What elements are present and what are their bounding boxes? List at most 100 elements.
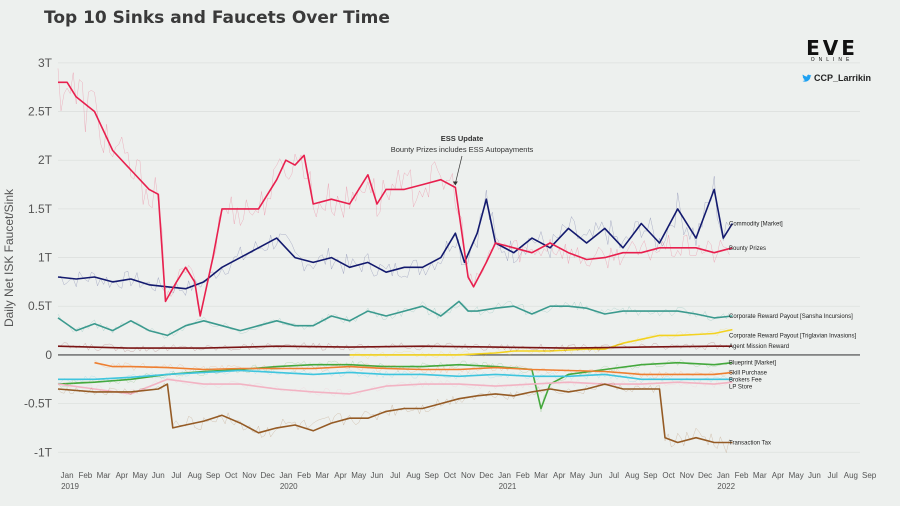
series-label-4: Agent Mission Reward <box>729 344 789 350</box>
x-tick-label: May <box>789 471 804 480</box>
series-label-3: Corporate Reward Payout [Triglavian Inva… <box>729 334 857 340</box>
x-tick-label: Jan <box>717 471 730 480</box>
x-tick-labels: Jan Feb Mar Apr May Jun Jul Aug Sep Oct Nov Dec Jan F… <box>61 471 877 491</box>
annotation-title: ESS Update <box>441 134 484 143</box>
x-tick-label: Apr <box>553 471 566 480</box>
x-tick-label: Nov <box>461 471 475 480</box>
series-line-1 <box>58 81 733 317</box>
x-tick-label: Sep <box>425 471 440 480</box>
series-label-1: Bounty Prizes <box>729 246 766 252</box>
twitter-bird-icon <box>802 74 812 82</box>
series-line-7 <box>58 369 733 381</box>
series-label-6: Skill Purchase <box>729 370 768 376</box>
x-tick-label: Nov <box>680 471 694 480</box>
x-tick-label: Dec <box>698 471 712 480</box>
y-tick-label: 2T <box>38 153 53 167</box>
y-tick-label: 1.5T <box>28 202 53 216</box>
x-tick-label: Sep <box>862 471 877 480</box>
x-tick-label: Jan <box>61 471 74 480</box>
x-tick-label: Aug <box>844 471 858 480</box>
chart-title: Top 10 Sinks and Faucets Over Time <box>44 8 390 28</box>
logo-mark: EVE <box>806 36 858 60</box>
series-line-0 <box>57 188 734 290</box>
x-tick-label: Mar <box>315 471 329 480</box>
x-year-label: 2019 <box>61 482 79 491</box>
eve-online-logo: EVE ONLINE <box>800 36 864 63</box>
series-noise-2 <box>57 300 730 339</box>
series-line-9 <box>57 383 733 444</box>
x-tick-label: Feb <box>516 471 530 480</box>
series-labels: Commodity [Market] Bounty Prizes Corporate… <box>729 221 857 446</box>
series-line-2 <box>57 300 733 337</box>
x-tick-label: Jun <box>589 471 602 480</box>
x-tick-label: Jul <box>390 471 400 480</box>
y-tick-label: 0 <box>45 348 52 362</box>
annotation-arrow <box>455 155 463 184</box>
x-tick-label: Sep <box>643 471 658 480</box>
x-tick-label: Mar <box>97 471 111 480</box>
x-tick-label: Mar <box>753 471 767 480</box>
series-label-8: LP Store <box>729 384 753 390</box>
x-tick-label: Aug <box>406 471 420 480</box>
x-tick-label: Dec <box>479 471 493 480</box>
y-tick-label: 1T <box>38 251 53 265</box>
x-tick-label: May <box>132 471 147 480</box>
x-tick-label: Jun <box>152 471 165 480</box>
x-tick-label: Jan <box>279 471 292 480</box>
x-tick-label: Nov <box>242 471 256 480</box>
annotation-arrowhead <box>452 181 458 186</box>
series-label-5: Blueprint [Market] <box>729 361 776 367</box>
x-tick-label: Apr <box>772 471 785 480</box>
x-year-label: 2021 <box>499 482 517 491</box>
x-tick-label: Mar <box>534 471 548 480</box>
series-line-3 <box>349 328 733 356</box>
x-tick-label: Jun <box>371 471 384 480</box>
x-tick-label: May <box>351 471 366 480</box>
x-tick-label: Jul <box>609 471 619 480</box>
x-year-label: 2020 <box>280 482 298 491</box>
x-tick-label: Feb <box>735 471 749 480</box>
y-tick-label: -0.5T <box>24 397 53 411</box>
y-tick-label: -1T <box>34 445 53 459</box>
series-label-2: Corporate Reward Payout [Sansha Incursio… <box>729 314 853 320</box>
x-tick-label: Dec <box>260 471 274 480</box>
series-noise-7 <box>57 367 730 384</box>
x-tick-label: Oct <box>444 471 457 480</box>
x-tick-label: Aug <box>625 471 639 480</box>
x-tick-label: Jan <box>498 471 511 480</box>
x-year-label: 2022 <box>717 482 735 491</box>
x-tick-label: Jul <box>828 471 838 480</box>
y-tick-label: 3T <box>38 56 53 70</box>
logo-sub: ONLINE <box>810 57 854 63</box>
series-lines <box>57 68 734 454</box>
annotation-layer: ESS Update Bounty Prizes includes ESS Aut… <box>391 134 534 186</box>
x-tick-label: Oct <box>225 471 238 480</box>
grid-layer <box>58 62 860 453</box>
x-tick-label: May <box>570 471 585 480</box>
x-tick-label: Aug <box>188 471 202 480</box>
series-noise-1 <box>57 68 730 313</box>
x-tick-label: Sep <box>206 471 221 480</box>
y-axis-label: Daily Net ISK Faucet/Sink <box>2 188 16 327</box>
handle-text: CCP_Larrikin <box>814 73 872 83</box>
x-tick-label: Feb <box>78 471 92 480</box>
x-tick-label: Oct <box>662 471 675 480</box>
y-tick-labels: 3T 2.5T 2T 1.5T 1T 0.5T 0 -0.5T -1T <box>24 56 53 459</box>
y-tick-label: 0.5T <box>28 299 53 313</box>
series-label-9: Transaction Tax <box>729 441 771 447</box>
x-tick-label: Apr <box>116 471 129 480</box>
x-tick-label: Feb <box>297 471 311 480</box>
annotation-text: Bounty Prizes includes ESS Autopayments <box>391 145 534 154</box>
series-line-8 <box>57 378 733 395</box>
x-tick-label: Jul <box>171 471 181 480</box>
series-line-6 <box>94 361 733 376</box>
series-line-4 <box>57 345 733 349</box>
series-label-7: Brokers Fee <box>729 377 762 383</box>
twitter-handle[interactable]: CCP_Larrikin <box>802 73 871 83</box>
x-tick-label: Apr <box>334 471 347 480</box>
x-tick-label: Jun <box>808 471 821 480</box>
series-label-0: Commodity [Market] <box>729 221 783 227</box>
y-tick-label: 2.5T <box>28 105 53 119</box>
series-noise-9 <box>57 382 730 454</box>
